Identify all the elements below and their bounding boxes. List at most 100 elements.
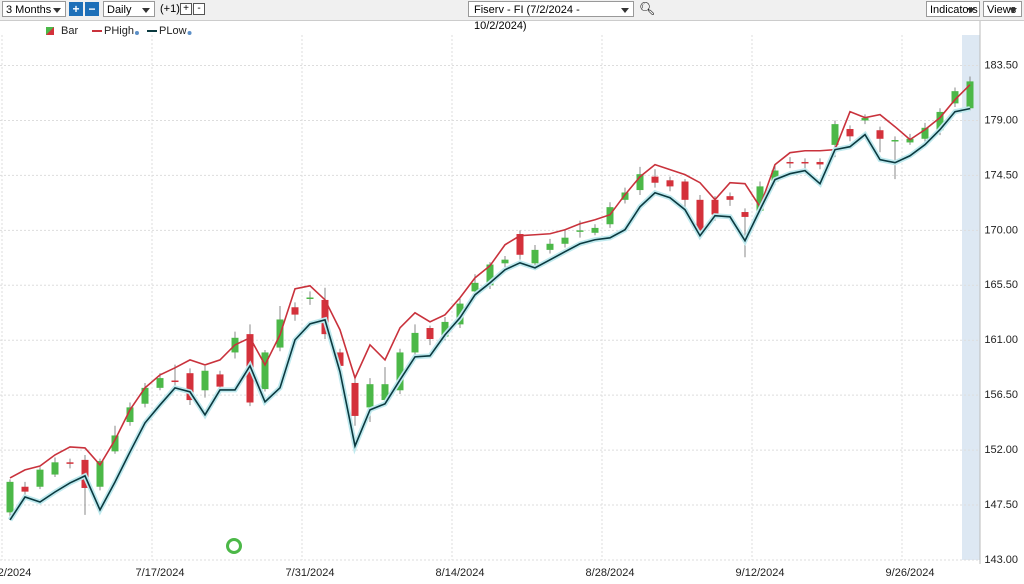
last-bar-highlight <box>962 35 980 560</box>
candle-body <box>861 118 869 121</box>
candle-body <box>291 307 299 315</box>
candle-body <box>306 297 314 299</box>
y-tick-label: 161.00 <box>984 334 1018 346</box>
candle-body <box>681 181 689 200</box>
legend-dot <box>187 31 192 35</box>
legend-dot <box>134 31 139 35</box>
candle-body <box>891 140 899 142</box>
candle-body <box>516 234 524 255</box>
candle-body <box>126 407 134 423</box>
views-button[interactable]: Views <box>983 1 1022 17</box>
candle-body <box>561 237 569 244</box>
candle-body <box>936 111 944 131</box>
legend-icon-down <box>46 27 54 35</box>
toolbar: 3 Months + − Daily (+1) + - Fiserv - FI … <box>0 0 1024 32</box>
indicators-button[interactable]: Indicators <box>926 1 980 17</box>
candle-body <box>951 91 959 104</box>
candle-body <box>6 481 14 513</box>
candle-body <box>411 332 419 353</box>
candle-body <box>576 230 584 232</box>
x-tick-label: 8/28/2024 <box>586 567 635 579</box>
x-tick-label: 7/2/2024 <box>0 567 31 579</box>
candle-body <box>621 192 629 200</box>
x-tick-label: 8/14/2024 <box>436 567 485 579</box>
y-tick-label: 143.00 <box>984 554 1018 566</box>
y-tick-label: 147.50 <box>984 499 1018 511</box>
legend-label: PHigh <box>104 25 134 37</box>
candle-body <box>651 176 659 183</box>
x-tick-label: 9/12/2024 <box>736 567 785 579</box>
candle-body <box>486 264 494 286</box>
candle-body <box>666 180 674 187</box>
candle-body <box>156 378 164 388</box>
candle-body <box>396 352 404 391</box>
offset: (+1) <box>160 3 180 15</box>
y-tick-label: 156.50 <box>984 389 1018 401</box>
line <box>9 84 971 479</box>
y-tick-label: 183.50 <box>984 59 1018 71</box>
candle-body <box>471 282 479 292</box>
candle-body <box>906 138 914 143</box>
candle-body <box>771 170 779 182</box>
offset-minus[interactable]: - <box>193 3 205 15</box>
candle-body <box>381 384 389 401</box>
y-tick-label: 165.50 <box>984 279 1018 291</box>
candle-body <box>501 259 509 264</box>
search-icon[interactable]: 🔍︎ <box>639 1 656 16</box>
candle-body <box>426 328 434 340</box>
candle-body <box>51 462 59 475</box>
candle-body <box>366 384 374 408</box>
candle-body <box>66 462 74 464</box>
x-tick-label: 7/31/2024 <box>286 567 335 579</box>
line <box>9 107 971 521</box>
zoom-in[interactable]: + <box>69 2 83 16</box>
candle-body <box>186 373 194 401</box>
candle-body <box>351 382 359 416</box>
x-tick-label: 7/17/2024 <box>136 567 185 579</box>
candle-body <box>606 207 614 225</box>
candle-body <box>756 186 764 211</box>
legend-label: Bar <box>61 25 78 37</box>
legend-label: PLow <box>159 25 187 37</box>
event-marker-inner <box>229 541 239 551</box>
offset-plus[interactable]: + <box>180 3 192 15</box>
candle-body <box>216 374 224 387</box>
candle-body <box>636 174 644 191</box>
y-tick-label: 152.00 <box>984 444 1018 456</box>
candle-body <box>846 129 854 137</box>
candle-body <box>591 227 599 233</box>
x-tick-label: 9/26/2024 <box>886 567 935 579</box>
interval-select[interactable]: Daily <box>103 1 155 17</box>
candle-body <box>966 81 974 109</box>
candle-body <box>531 249 539 264</box>
candle-body <box>141 387 149 404</box>
y-tick-label: 174.50 <box>984 169 1018 181</box>
y-tick-label: 170.00 <box>984 224 1018 236</box>
candle-body <box>801 161 809 164</box>
candle-body <box>921 127 929 139</box>
candle-body <box>711 199 719 215</box>
period-select[interactable]: 3 Months <box>2 1 66 17</box>
chart: 143.00 147.50 152.00 156.50 161.00 165.50 170.… <box>0 21 1018 579</box>
candle-body <box>111 435 119 452</box>
candle-body <box>336 352 344 366</box>
candle-body <box>831 124 839 145</box>
candle-body <box>201 370 209 391</box>
candle-body <box>741 212 749 217</box>
candle-body <box>786 161 794 164</box>
candle-body <box>21 486 29 492</box>
zoom-out[interactable]: − <box>85 2 99 16</box>
candle-body <box>441 321 449 337</box>
candle-body <box>876 130 884 139</box>
candle-body <box>36 469 44 487</box>
candle-body <box>321 299 329 335</box>
candle-body <box>696 199 704 231</box>
symbol-box[interactable]: Fiserv - FI (7/2/2024 - 10/2/2024) <box>468 1 634 32</box>
candle-body <box>546 243 554 250</box>
candle-body <box>261 352 269 390</box>
candle-body <box>171 380 179 383</box>
candle-body <box>816 161 824 165</box>
candle-body <box>96 461 104 487</box>
candle-body <box>726 196 734 200</box>
